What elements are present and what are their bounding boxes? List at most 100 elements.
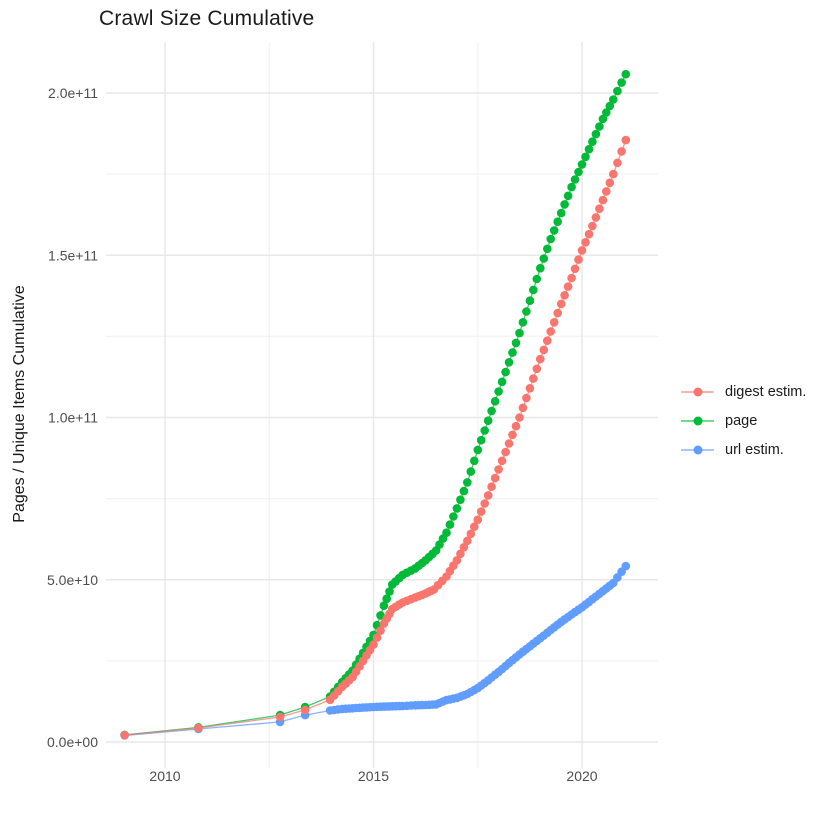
data-point-page [483,416,493,426]
data-point-page [609,95,618,104]
legend-key-icon [681,387,714,397]
data-point-page [595,122,604,131]
data-point-digestestim [532,364,542,374]
data-point-digestestim [570,264,580,274]
data-point-digestestim [539,345,549,355]
data-point-page [504,358,514,367]
legend-key-icon [681,445,714,455]
data-point-page [577,160,587,169]
data-point-digestestim [577,246,587,255]
data-point-page [621,69,631,79]
data-point-digestestim [501,447,510,457]
data-point-page [570,175,580,184]
y-tick-label: 1.0e+11 [48,410,98,426]
legend-label: digest estim. [725,383,807,400]
data-point-digestestim [609,169,618,179]
data-point-digestestim [617,147,626,156]
data-point-digestestim [497,456,507,466]
data-point-page [553,217,562,226]
data-point-digestestim [584,229,594,239]
data-point-digestestim [456,549,465,559]
data-point-digestestim [613,158,622,168]
data-point-page [445,520,455,529]
data-point-digestestim [369,640,378,649]
data-point-page [543,244,552,254]
legend-label: url estim. [725,441,784,458]
data-point-digestestim [543,336,552,346]
data-point-digestestim [463,536,472,546]
data-point-digestestim [621,135,631,145]
data-point-page [591,129,601,139]
data-point-digestestim [473,515,483,524]
data-point-digestestim [300,705,310,715]
data-point-page [511,338,521,348]
data-point-page [574,167,583,177]
data-point-page [494,387,503,396]
legend-item-page: page [681,406,806,435]
data-point-page [497,377,507,387]
legend-label: page [725,412,758,429]
data-point-digestestim [372,633,382,642]
data-point-page [508,348,517,357]
data-point-page [449,512,458,521]
data-point-page [473,445,483,455]
data-point-page [522,307,531,316]
data-point-digestestim [487,482,496,492]
data-point-digestestim [563,282,573,291]
data-point-digestestim [605,178,615,188]
y-tick-label: 0.0e+00 [47,734,98,750]
data-point-page [470,456,479,466]
data-point-digestestim [574,255,583,264]
data-point-page [581,152,590,162]
data-point-page [442,528,451,537]
data-point-digestestim [483,491,493,500]
data-point-page [536,263,545,273]
data-point-page [588,137,597,146]
data-point-page [476,435,486,445]
data-point-page [605,101,615,111]
data-point-page [549,226,559,235]
data-point-digestestim [556,299,566,309]
data-point-digestestim [546,327,555,336]
data-point-digestestim [120,730,129,740]
data-point-digestestim [459,543,469,552]
data-point-page [563,191,573,201]
data-point-digestestim [595,204,604,213]
x-tick-label: 2010 [149,768,180,784]
data-point-page [539,254,549,263]
data-point-digestestim [536,354,545,364]
data-point-page [532,274,542,284]
data-point-digestestim [194,723,203,733]
data-point-page [487,406,496,416]
y-tick-label: 5.0e+10 [47,572,98,588]
data-point-page [379,601,389,610]
data-point-digestestim [525,384,535,393]
data-point-digestestim [508,430,517,440]
data-point-page [501,367,510,377]
data-point-page [490,397,500,406]
legend-item-digestestim: digest estim. [681,377,806,406]
data-point-page [567,182,576,192]
data-point-page [515,328,524,338]
data-point-digestestim [511,421,521,431]
data-point-digestestim [591,213,601,222]
data-point-page [602,108,611,117]
data-point-digestestim [598,195,608,205]
legend-item-urlestim: url estim. [681,435,806,464]
legend-key-icon [681,416,714,426]
chart-title: Crawl Size Cumulative [99,7,315,30]
data-point-digestestim [581,238,590,247]
x-tick-label: 2020 [566,768,597,784]
data-point-page [617,78,626,87]
data-point-digestestim [549,318,559,327]
data-point-digestestim [466,529,476,539]
data-point-page [456,495,465,505]
data-point-page [518,318,528,327]
data-point-digestestim [602,187,611,196]
data-point-page [452,504,462,513]
data-point-digestestim [470,522,479,531]
data-point-page [613,86,622,96]
data-point-page [480,426,490,435]
data-point-digestestim [275,712,285,722]
